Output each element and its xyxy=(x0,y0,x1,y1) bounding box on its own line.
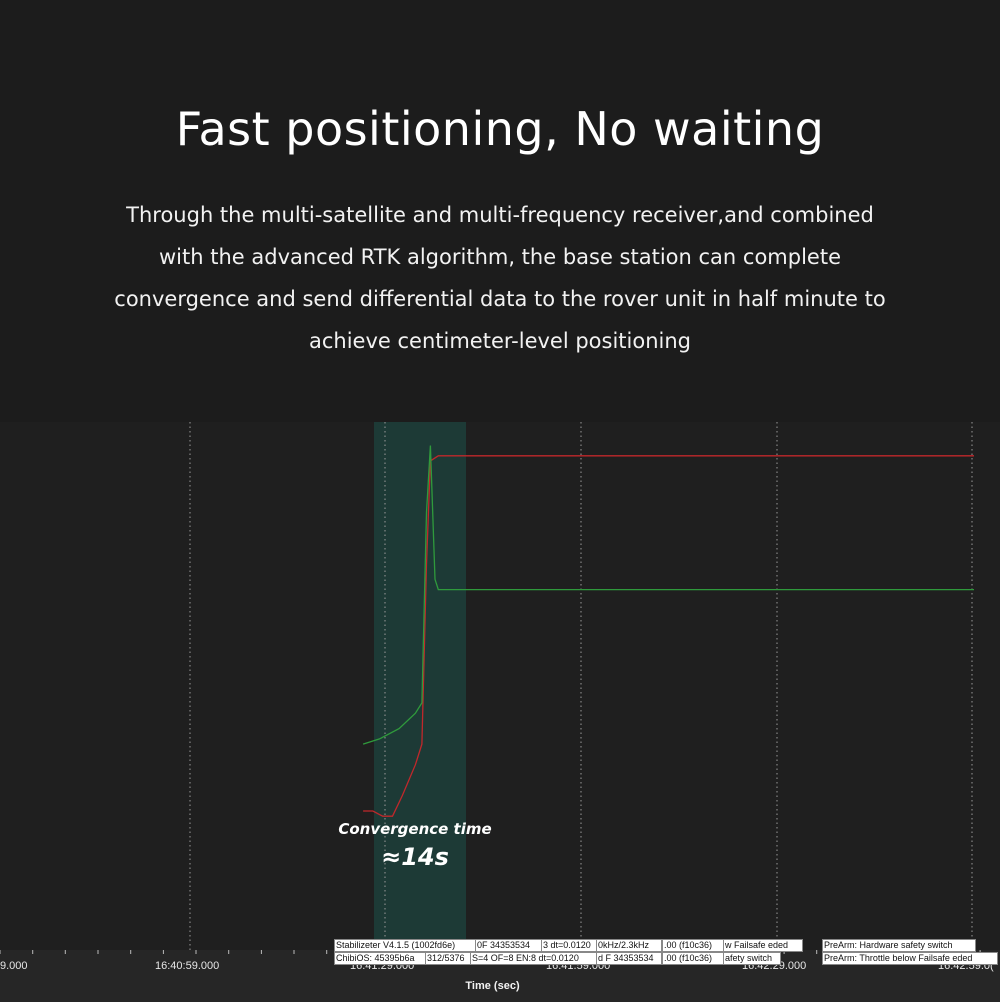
header-region: Fast positioning, No waiting Through the… xyxy=(0,0,1000,422)
message-box: 0F 34353534 xyxy=(475,939,545,952)
message-box: PreArm: Throttle below Failsafe eded xyxy=(822,952,998,965)
message-box: 312/5376 xyxy=(425,952,473,965)
x-tick-label: 9.000 xyxy=(0,960,28,972)
series-line-red xyxy=(363,455,974,817)
message-box: S=4 OF=8 EN:8 dt=0.0120 xyxy=(470,952,598,965)
description: Through the multi-satellite and multi-fr… xyxy=(70,194,930,362)
description-line: achieve centimeter-level positioning xyxy=(308,329,691,353)
message-box: d F 34353534 xyxy=(596,952,662,965)
x-tick-label: 16:40:59.000 xyxy=(155,960,220,972)
description-line: convergence and send differential data t… xyxy=(114,287,886,311)
convergence-label: Convergence time xyxy=(338,820,492,838)
message-box: 0kHz/2.3kHz xyxy=(596,939,662,952)
message-box: ChibiOS: 45395b6a xyxy=(334,952,428,965)
convergence-value: ≈14s xyxy=(381,843,449,871)
message-box: afety switch xyxy=(723,952,781,965)
message-box: .00 (f10c36) xyxy=(662,939,726,952)
chart-svg xyxy=(0,422,981,954)
x-axis-title: Time (sec) xyxy=(465,980,520,992)
description-line: Through the multi-satellite and multi-fr… xyxy=(126,203,874,227)
series-line-green xyxy=(362,445,974,745)
series-lines xyxy=(362,445,974,817)
convergence-highlight-band xyxy=(374,422,466,950)
message-box: .00 (f10c36) xyxy=(662,952,726,965)
message-box: Stabilizeter V4.1.5 (1002fd6e) xyxy=(334,939,476,952)
message-box: w Failsafe eded xyxy=(723,939,803,952)
message-box: 3 dt=0.0120 xyxy=(541,939,598,952)
page-title: Fast positioning, No waiting xyxy=(175,102,825,156)
message-box: PreArm: Hardware safety switch xyxy=(822,939,976,952)
description-line: with the advanced RTK algorithm, the bas… xyxy=(159,245,841,269)
plot-area xyxy=(0,422,1000,950)
grid-lines xyxy=(189,422,973,950)
